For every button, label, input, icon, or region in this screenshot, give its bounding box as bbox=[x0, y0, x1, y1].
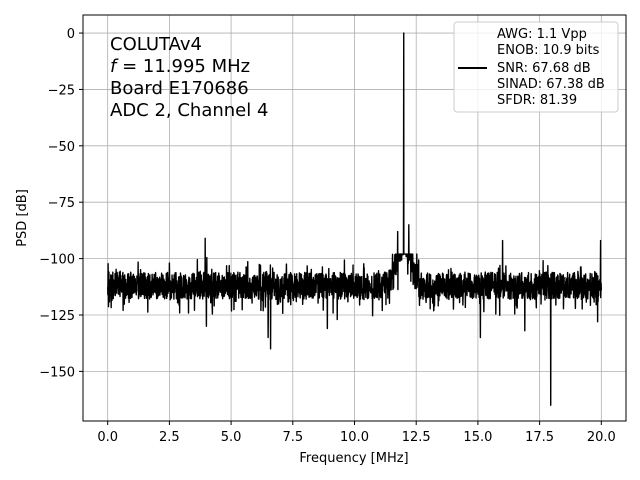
x-tick-label: 7.5 bbox=[282, 430, 303, 445]
annotation-line-4: ADC 2, Channel 4 bbox=[110, 100, 268, 121]
x-tick-label: 10.0 bbox=[340, 430, 369, 445]
legend-box bbox=[453, 21, 619, 113]
legend-entry-snr: SNR: 67.68 dB bbox=[497, 61, 591, 76]
x-tick-label: 0.0 bbox=[97, 430, 118, 445]
y-tick-label: −100 bbox=[39, 253, 75, 268]
x-tick-label: 5.0 bbox=[221, 430, 242, 445]
series-group bbox=[106, 32, 603, 406]
legend-entry-sinad: SINAD: 67.38 dB bbox=[497, 77, 605, 92]
x-axis-label: Frequency [MHz] bbox=[299, 451, 408, 466]
annotation-line-3: Board E170686 bbox=[110, 78, 249, 99]
y-tick-label: −75 bbox=[48, 196, 75, 211]
legend: AWG: 1.1 Vpp ENOB: 10.9 bits SNR: 67.68 … bbox=[453, 21, 619, 113]
annotation-line-1: COLUTAv4 bbox=[110, 34, 202, 55]
annotation-line-2: f = 11.995 MHz bbox=[110, 56, 250, 77]
y-tick-label: −25 bbox=[48, 83, 75, 98]
y-tick-label: −125 bbox=[39, 309, 75, 324]
x-tick-label: 20.0 bbox=[587, 430, 616, 445]
annotation-text: COLUTAv4 f = 11.995 MHz Board E170686 AD… bbox=[110, 34, 268, 121]
y-tick-label: 0 bbox=[67, 27, 75, 42]
x-tick-label: 12.5 bbox=[402, 430, 431, 445]
frequency-symbol: f bbox=[110, 56, 119, 77]
y-tick-label: −150 bbox=[39, 365, 75, 380]
x-tick-label: 15.0 bbox=[463, 430, 492, 445]
legend-entry-enob: ENOB: 10.9 bits bbox=[497, 43, 600, 58]
psd-series-line bbox=[106, 32, 603, 406]
x-tick-label: 17.5 bbox=[525, 430, 554, 445]
axis-ticks: 0.0 2.5 5.0 7.5 10.0 12.5 15.0 17.5 20.0 0 −25 −50 −… bbox=[39, 27, 616, 445]
frequency-value: = 11.995 MHz bbox=[116, 56, 250, 77]
y-axis-label: PSD [dB] bbox=[15, 189, 30, 247]
plot-frame bbox=[82, 14, 627, 422]
legend-entry-awg: AWG: 1.1 Vpp bbox=[497, 27, 587, 42]
x-tick-label: 2.5 bbox=[159, 430, 180, 445]
legend-entry-sfdr: SFDR: 81.39 bbox=[497, 93, 577, 108]
y-tick-label: −50 bbox=[48, 140, 75, 155]
